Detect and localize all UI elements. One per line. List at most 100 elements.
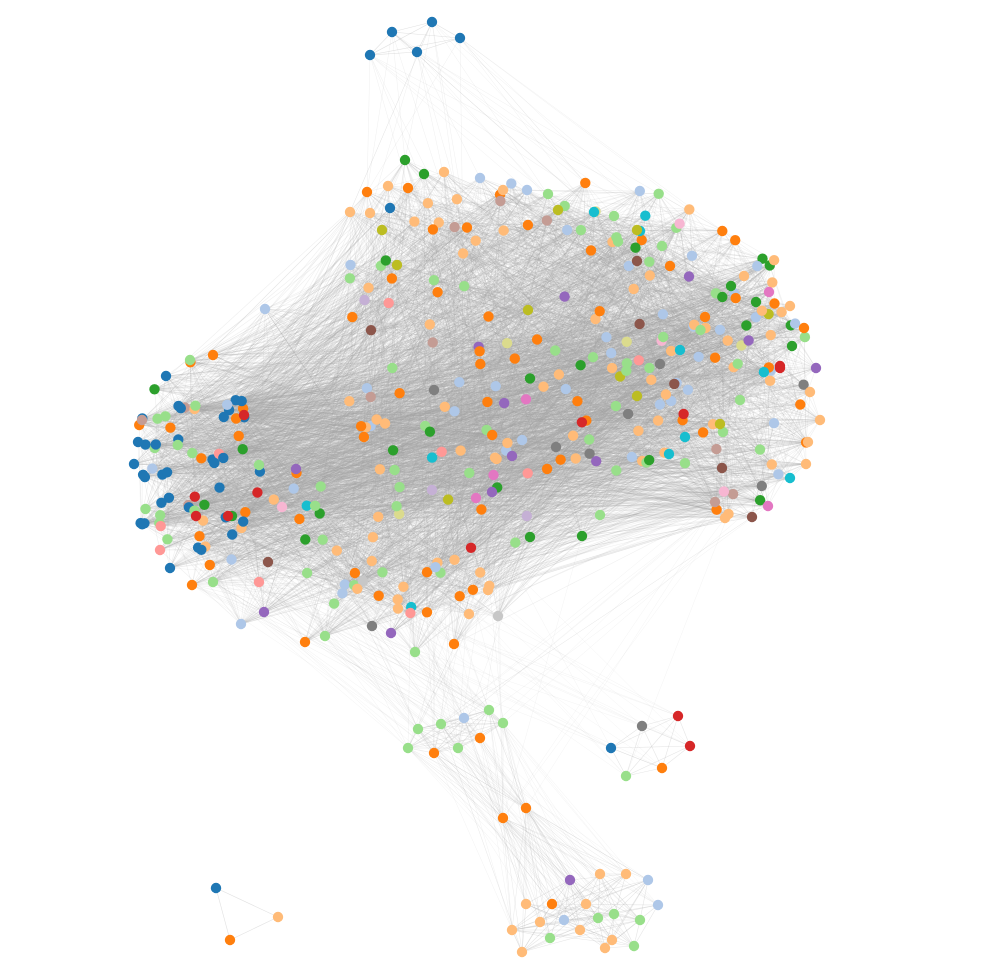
graph-edge	[202, 209, 690, 521]
graph-edge	[319, 346, 479, 514]
graph-edge	[273, 360, 640, 500]
graph-edge	[487, 401, 725, 492]
graph-edge	[638, 360, 670, 455]
graph-edge	[348, 400, 725, 492]
graph-edge	[585, 239, 736, 421]
graph-edge	[414, 221, 498, 488]
graph-edge	[177, 260, 387, 446]
graph-edge	[243, 400, 350, 418]
graph-edge	[264, 239, 643, 310]
graph-edge	[306, 378, 531, 506]
graph-edge	[595, 318, 640, 361]
graph-edge	[391, 367, 443, 453]
graph-edge	[511, 241, 613, 457]
graph-edge	[159, 260, 387, 516]
graph-edge	[366, 387, 487, 431]
graph-edge	[324, 430, 639, 637]
graph-edge	[566, 229, 782, 313]
graph-edge	[595, 318, 677, 384]
graph-edge	[348, 285, 465, 402]
graph-edge	[454, 239, 643, 561]
graph-edge	[218, 381, 460, 455]
graph-edge	[319, 453, 590, 514]
graph-edge	[688, 209, 745, 277]
graph-edge	[585, 265, 771, 421]
graph-edge	[259, 379, 652, 472]
graph-edge	[441, 318, 596, 453]
graph-edge	[212, 354, 481, 365]
graph-edge	[487, 316, 757, 403]
graph-edge	[191, 360, 640, 454]
graph-edge	[188, 299, 365, 508]
graph-edge	[212, 215, 646, 460]
graph-edge	[557, 209, 613, 243]
graph-edge	[388, 302, 811, 393]
graph-edge	[165, 265, 771, 417]
graph-edge	[463, 285, 761, 501]
graph-edge	[493, 241, 613, 476]
graph-edge	[527, 309, 560, 375]
graph-edge	[380, 265, 638, 397]
graph-edge	[688, 209, 742, 346]
graph-edge	[444, 406, 725, 492]
graph-edge	[369, 212, 677, 229]
graph-edge	[459, 291, 770, 383]
graph-edge	[180, 345, 742, 409]
graph-edge	[426, 420, 587, 613]
graph-edge	[595, 275, 745, 320]
graph-edge	[263, 374, 560, 613]
graph-edge	[478, 346, 775, 424]
graph-edge	[212, 239, 643, 583]
graph-edge	[392, 259, 775, 451]
graph-edge	[388, 183, 512, 304]
graph-edge	[414, 221, 494, 476]
graph-edge	[385, 260, 560, 375]
graph-edge	[199, 460, 643, 537]
graph-edge	[558, 374, 717, 510]
graph-edge	[177, 401, 488, 440]
graph-edge	[432, 215, 646, 343]
graph-edge	[503, 230, 739, 365]
graph-edge	[529, 363, 739, 379]
graph-edge	[159, 346, 479, 516]
graph-edge	[454, 363, 481, 561]
graph-edge	[499, 194, 613, 243]
graph-edge	[486, 194, 501, 431]
graph-edge	[385, 260, 758, 267]
graph-edge	[486, 367, 770, 431]
graph-edge	[245, 311, 782, 513]
graph-edge	[478, 275, 651, 348]
graph-edge	[219, 183, 512, 488]
graph-edge	[433, 265, 771, 391]
graph-edge	[197, 221, 415, 548]
graph-edge	[478, 326, 694, 348]
graph-edge	[585, 420, 633, 458]
graph-edge	[349, 211, 640, 361]
graph-edge	[380, 265, 516, 359]
graph-edge	[228, 236, 617, 411]
graph-edge	[159, 453, 590, 516]
graph-edge	[159, 339, 538, 524]
graph-edge	[769, 265, 792, 326]
graph-edge	[638, 356, 699, 361]
graph-edge	[403, 236, 617, 588]
graph-edge	[478, 346, 699, 358]
graph-edge	[435, 429, 487, 568]
graph-edge	[168, 460, 643, 499]
graph-edge	[536, 310, 600, 340]
graph-edge	[441, 389, 689, 453]
graph-edge	[365, 227, 677, 428]
graph-edge	[644, 215, 672, 352]
graph-edge	[641, 275, 745, 462]
graph-edge	[364, 299, 665, 454]
graph-edge	[441, 449, 761, 453]
graph-edge	[506, 265, 771, 344]
graph-edge	[225, 350, 556, 518]
graph-edge	[487, 260, 638, 403]
graph-edge	[468, 325, 792, 474]
graph-edge	[349, 278, 481, 365]
graph-edge	[558, 190, 641, 375]
graph-edge	[348, 282, 773, 402]
graph-edge	[364, 299, 531, 538]
graph-edge	[585, 367, 650, 421]
